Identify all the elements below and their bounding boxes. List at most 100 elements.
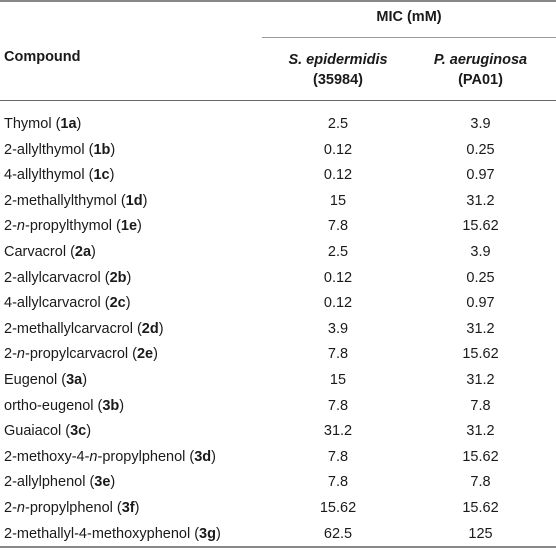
table-row: 2-n-propylthymol (1e) 7.8 15.62	[0, 214, 556, 240]
mic-s-epidermidis-value: 3.9	[327, 320, 349, 337]
compound-name: Carvacrol (2a)	[4, 244, 96, 260]
mic-p-aeruginosa-value: 125	[468, 525, 493, 542]
mic-s-epidermidis-value: 7.8	[327, 474, 349, 491]
mic-p-aeruginosa-value: 31.2	[466, 372, 495, 388]
compound-italic-part: n	[16, 500, 25, 516]
compound-italic-part: n	[16, 218, 25, 235]
bottom-rule	[0, 546, 556, 548]
table-row: ortho-eugenol (3b) 7.8 7.8	[0, 394, 556, 420]
compound-suffix: )	[119, 397, 125, 414]
compound-code: 2b	[109, 269, 127, 286]
compound-suffix: )	[109, 167, 115, 184]
table-row: Guaiacol (3c) 31.2 31.2	[0, 419, 556, 445]
mic-s-epidermidis-value: 0.12	[323, 141, 353, 158]
compound-suffix: )	[110, 141, 116, 158]
compound-prefix: 4-allylcarvacrol (	[4, 295, 110, 312]
mic-p-aeruginosa-value: 31.2	[466, 192, 495, 209]
compound-suffix: )	[134, 500, 140, 516]
col1-strain: (35984)	[313, 72, 363, 88]
mic-p-aeruginosa-value: 3.9	[470, 116, 491, 132]
compound-code: 3g	[199, 525, 216, 542]
compound-suffix: )	[91, 244, 96, 260]
compound-prefix: 2-methallyl-4-methoxyphenol (	[4, 525, 200, 542]
compound-code: 2c	[109, 295, 126, 312]
compound-code: 3c	[70, 423, 87, 440]
mic-group-header: MIC (mM)	[376, 9, 442, 25]
mic-s-epidermidis-value: 15	[329, 372, 347, 388]
compound-suffix: )	[86, 423, 92, 440]
compound-name: 4-allylthymol (1c)	[4, 167, 114, 183]
col2-strain: (PA01)	[458, 72, 503, 88]
p-aeruginosa-column-header: P. aeruginosa (PA01)	[405, 50, 556, 90]
compound-suffix: )	[110, 474, 116, 491]
mic-p-aeruginosa-value: 0.97	[466, 295, 495, 312]
mic-s-epidermidis-value: 2.5	[327, 116, 349, 132]
compound-code: 1d	[125, 192, 143, 209]
compound-name: 2-n-propylphenol (3f)	[4, 500, 139, 516]
mic-p-aeruginosa-value: 15.62	[462, 500, 499, 516]
compound-code: 1e	[120, 218, 138, 235]
compound-code: 3d	[194, 448, 212, 465]
mic-p-aeruginosa-value: 0.97	[466, 167, 495, 184]
mic-p-aeruginosa-value: 3.9	[470, 244, 491, 260]
mic-s-epidermidis-value: 15.62	[319, 500, 357, 516]
compound-name: ortho-eugenol (3b)	[4, 398, 124, 414]
table-row: 2-n-propylphenol (3f) 15.62 15.62	[0, 496, 556, 522]
top-rule	[0, 0, 556, 2]
compound-column-header: Compound	[4, 49, 81, 65]
mic-p-aeruginosa-value: 0.25	[466, 141, 495, 158]
table-row: Thymol (1a) 2.5 3.9	[0, 112, 556, 138]
compound-code: 3b	[102, 397, 120, 414]
compound-suffix: )	[137, 218, 142, 235]
mic-p-aeruginosa-value: 0.25	[466, 269, 495, 286]
compound-suffix: )	[76, 116, 82, 132]
table-row: 2-allylthymol (1b) 0.12 0.25	[0, 138, 556, 164]
compound-name: 4-allylcarvacrol (2c)	[4, 295, 131, 311]
mic-p-aeruginosa-value: 15.62	[462, 218, 499, 235]
mic-p-aeruginosa-value: 15.62	[462, 346, 499, 363]
table-row: 4-allylthymol (1c) 0.12 0.97	[0, 163, 556, 189]
mic-p-aeruginosa-value: 31.2	[466, 423, 495, 440]
mic-p-aeruginosa-value: 31.2	[466, 320, 495, 337]
compound-name: 2-methallylcarvacrol (2d)	[4, 321, 164, 337]
compound-prefix: 2-methallylcarvacrol (	[4, 320, 142, 337]
mic-s-epidermidis-value: 0.12	[323, 269, 353, 286]
compound-rest: -propylphenol (	[24, 500, 122, 516]
table-row: 2-methallylcarvacrol (2d) 3.9 31.2	[0, 317, 556, 343]
compound-suffix: )	[82, 372, 88, 388]
mic-s-epidermidis-value: 31.2	[323, 423, 353, 440]
compound-name: 2-allylphenol (3e)	[4, 474, 115, 490]
mic-p-aeruginosa-value: 7.8	[470, 474, 491, 491]
s-epidermidis-column-header: S. epidermidis (35984)	[265, 50, 411, 90]
compound-name: Eugenol (3a)	[4, 372, 87, 388]
table-row: 2-methallyl-4-methoxyphenol (3g) 62.5 125	[0, 522, 556, 548]
mic-s-epidermidis-value: 0.12	[323, 295, 353, 312]
mic-s-epidermidis-value: 7.8	[327, 218, 349, 235]
col2-organism: P. aeruginosa	[433, 52, 528, 68]
compound-code: 3a	[66, 372, 83, 388]
compound-suffix: )	[125, 295, 131, 312]
compound-suffix: )	[158, 320, 164, 337]
compound-name: 2-n-propylthymol (1e)	[4, 218, 142, 234]
table-row: 2-allylcarvacrol (2b) 0.12 0.25	[0, 266, 556, 292]
mic-s-epidermidis-value: 15	[329, 192, 347, 209]
mic-s-epidermidis-value: 0.12	[323, 167, 353, 184]
table-row: 2-allylphenol (3e) 7.8 7.8	[0, 470, 556, 496]
table-row: 2-methoxy-4-n-propylphenol (3d) 7.8 15.62	[0, 445, 556, 471]
compound-code: 1a	[60, 116, 77, 132]
compound-code: 2e	[136, 346, 154, 363]
table-row: 2-n-propylcarvacrol (2e) 7.8 15.62	[0, 342, 556, 368]
compound-prefix: Eugenol (	[4, 372, 67, 388]
compound-prefix: ortho-eugenol (	[4, 397, 103, 414]
compound-code: 1b	[93, 141, 111, 158]
compound-rest: -propylcarvacrol (	[24, 346, 137, 363]
compound-suffix: )	[211, 448, 216, 465]
mic-s-epidermidis-value: 7.8	[327, 397, 349, 414]
table-row: 4-allylcarvacrol (2c) 0.12 0.97	[0, 291, 556, 317]
compound-prefix: 4-allylthymol (	[4, 167, 94, 184]
compound-name: 2-methallyl-4-methoxyphenol (3g)	[4, 526, 221, 542]
compound-prefix: Carvacrol (	[4, 244, 75, 260]
compound-suffix: )	[126, 269, 132, 286]
compound-italic-part: n	[89, 448, 98, 465]
